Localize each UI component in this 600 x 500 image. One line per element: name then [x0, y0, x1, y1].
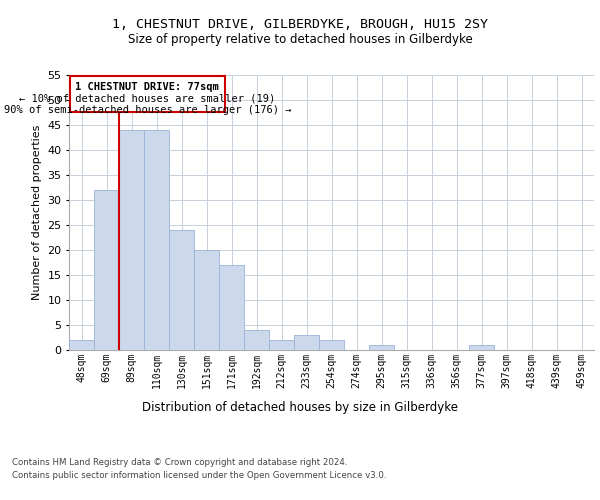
Bar	[194, 250, 219, 350]
Text: 90% of semi-detached houses are larger (176) →: 90% of semi-detached houses are larger (…	[4, 106, 291, 116]
Bar	[269, 340, 294, 350]
Bar	[244, 330, 269, 350]
Bar	[144, 130, 169, 350]
Bar	[69, 340, 94, 350]
Bar	[469, 345, 494, 350]
Text: 1 CHESTNUT DRIVE: 77sqm: 1 CHESTNUT DRIVE: 77sqm	[76, 82, 219, 92]
Text: Contains HM Land Registry data © Crown copyright and database right 2024.: Contains HM Land Registry data © Crown c…	[12, 458, 347, 467]
FancyBboxPatch shape	[70, 76, 225, 112]
Bar	[369, 345, 394, 350]
Text: Size of property relative to detached houses in Gilberdyke: Size of property relative to detached ho…	[128, 32, 472, 46]
Text: Contains public sector information licensed under the Open Government Licence v3: Contains public sector information licen…	[12, 472, 386, 480]
Text: Distribution of detached houses by size in Gilberdyke: Distribution of detached houses by size …	[142, 401, 458, 414]
Bar	[94, 190, 119, 350]
Bar	[169, 230, 194, 350]
Text: ← 10% of detached houses are smaller (19): ← 10% of detached houses are smaller (19…	[19, 94, 275, 104]
Bar	[319, 340, 344, 350]
Bar	[219, 265, 244, 350]
Bar	[294, 335, 319, 350]
Y-axis label: Number of detached properties: Number of detached properties	[32, 125, 41, 300]
Text: 1, CHESTNUT DRIVE, GILBERDYKE, BROUGH, HU15 2SY: 1, CHESTNUT DRIVE, GILBERDYKE, BROUGH, H…	[112, 18, 488, 30]
Bar	[119, 130, 144, 350]
